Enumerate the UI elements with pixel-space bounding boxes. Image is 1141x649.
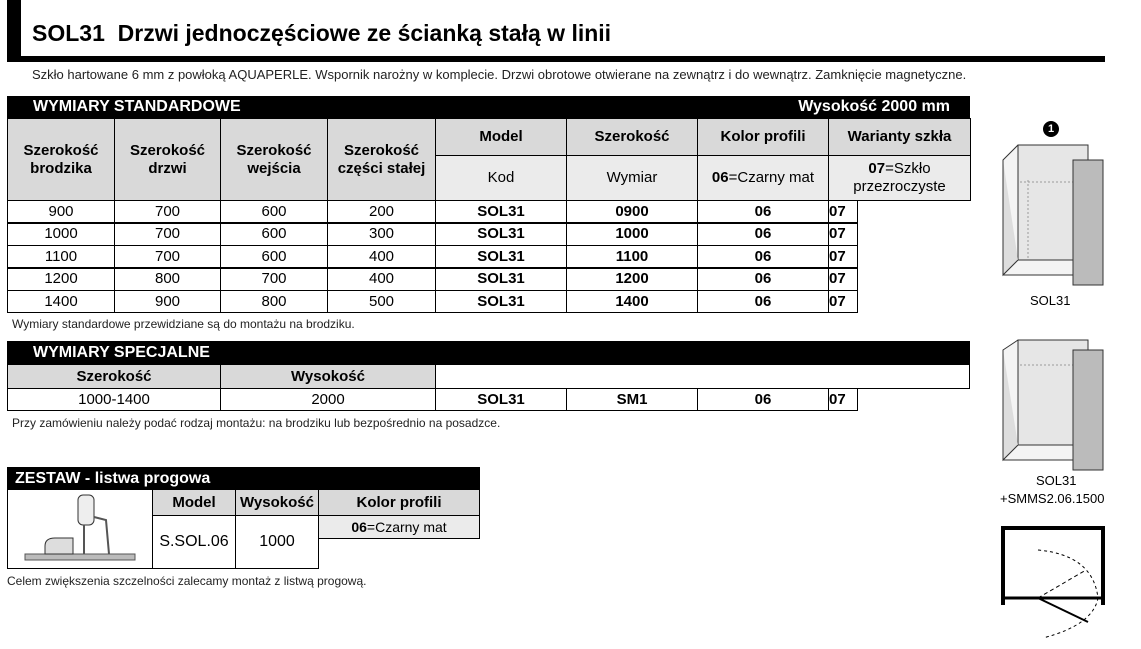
cell-profile-color: 06 bbox=[697, 200, 829, 223]
cell-fixed-part-width: 400 bbox=[327, 267, 436, 291]
cell-glass-variant: 07 bbox=[828, 267, 858, 291]
threshold-strip-illustration bbox=[7, 489, 153, 569]
special-cell-0: 1000-1400 bbox=[7, 388, 221, 411]
cell-door-width: 800 bbox=[114, 267, 221, 291]
kit-heading: ZESTAW - listwa progowa bbox=[7, 467, 480, 490]
kit-color: 06 =Czarny mat bbox=[318, 515, 480, 539]
cell-model: SOL31 bbox=[435, 290, 567, 313]
kit-model: S.SOL.06 bbox=[152, 515, 236, 569]
kit-color-text: =Czarny mat bbox=[366, 519, 447, 535]
kit-header-height: Wysokość bbox=[235, 489, 319, 516]
special-header-width: Szerokość bbox=[7, 364, 221, 389]
special-cell-5: 07 bbox=[828, 388, 858, 411]
cell-fixed-part-width: 400 bbox=[327, 245, 436, 268]
cell-width: 1400 bbox=[566, 290, 698, 313]
cell-fixed-part-width: 500 bbox=[327, 290, 436, 313]
figure-1-label: SOL31 bbox=[1030, 293, 1071, 308]
cell-door-width: 900 bbox=[114, 290, 221, 313]
header-model: Model bbox=[435, 118, 567, 156]
cell-model: SOL31 bbox=[435, 222, 567, 246]
cell-profile-color: 06 bbox=[697, 245, 829, 268]
shower-door-figure-1 bbox=[1002, 144, 1104, 286]
cell-profile-color: 06 bbox=[697, 267, 829, 291]
glass-code: 07 bbox=[868, 160, 886, 177]
cell-model: SOL31 bbox=[435, 267, 567, 291]
special-cell-4: 06 bbox=[697, 388, 829, 411]
cell-profile-color: 06 bbox=[697, 222, 829, 246]
kit-color-code: 06 bbox=[351, 519, 367, 535]
header-width: Szerokość bbox=[566, 118, 698, 156]
color-text: =Czarny mat bbox=[728, 169, 815, 186]
subheader-dimension: Wymiar bbox=[566, 155, 698, 201]
header-profile-color: Kolor profili bbox=[697, 118, 829, 156]
special-cell-1: 2000 bbox=[220, 388, 436, 411]
cell-tray-width: 1000 bbox=[7, 222, 115, 246]
cell-tray-width: 1200 bbox=[7, 267, 115, 291]
special-header-height: Wysokość bbox=[220, 364, 436, 389]
standard-note: Wymiary standardowe przewidziane są do m… bbox=[12, 317, 355, 331]
cell-tray-width: 1100 bbox=[7, 245, 115, 268]
cell-width: 1100 bbox=[566, 245, 698, 268]
door-opening-diagram bbox=[1001, 526, 1105, 639]
badge-number: 1 bbox=[1043, 121, 1059, 137]
cell-fixed-part-width: 300 bbox=[327, 222, 436, 246]
cell-width: 0900 bbox=[566, 200, 698, 223]
cell-glass-variant: 07 bbox=[828, 290, 858, 313]
cell-tray-width: 1400 bbox=[7, 290, 115, 313]
cell-entry-width: 700 bbox=[220, 267, 328, 291]
subheader-code: Kod bbox=[435, 155, 567, 201]
cell-profile-color: 06 bbox=[697, 290, 829, 313]
figure-2-label-1: SOL31 bbox=[1036, 473, 1077, 488]
kit-header-model: Model bbox=[152, 489, 236, 516]
figure-2-label-2: +SMMS2.06.1500 bbox=[1000, 491, 1105, 506]
standard-heading-bar: WYMIARY STANDARDOWE Wysokość 2000 mm bbox=[7, 96, 970, 118]
special-cell-3: SM1 bbox=[566, 388, 698, 411]
special-heading: WYMIARY SPECJALNE bbox=[7, 341, 970, 364]
header-tray-width: Szerokość brodzika bbox=[7, 118, 115, 201]
special-header-blank bbox=[435, 364, 970, 389]
cell-door-width: 700 bbox=[114, 222, 221, 246]
special-note: Przy zamówieniu należy podać rodzaj mont… bbox=[12, 416, 501, 430]
subheader-glass: 07=Szkło przezroczyste bbox=[828, 155, 971, 201]
title-underline bbox=[7, 56, 1105, 62]
cell-entry-width: 800 bbox=[220, 290, 328, 313]
description: Szkło hartowane 6 mm z powłoką AQUAPERLE… bbox=[32, 67, 967, 82]
cell-model: SOL31 bbox=[435, 200, 567, 223]
header-door-width: Szerokość drzwi bbox=[114, 118, 221, 201]
special-cell-2: SOL31 bbox=[435, 388, 567, 411]
cell-door-width: 700 bbox=[114, 245, 221, 268]
page-title: SOL31 Drzwi jednoczęściowe ze ścianką st… bbox=[32, 20, 612, 46]
kit-note: Celem zwiększenia szczelności zalecamy m… bbox=[7, 574, 367, 588]
cell-entry-width: 600 bbox=[220, 200, 328, 223]
glass-text: =Szkło przezroczyste bbox=[853, 160, 946, 195]
cell-glass-variant: 07 bbox=[828, 222, 858, 246]
cell-width: 1000 bbox=[566, 222, 698, 246]
cell-glass-variant: 07 bbox=[828, 245, 858, 268]
title-marker bbox=[7, 0, 21, 62]
cell-entry-width: 600 bbox=[220, 222, 328, 246]
standard-heading: WYMIARY STANDARDOWE bbox=[33, 98, 241, 115]
color-code: 06 bbox=[711, 169, 729, 186]
cell-tray-width: 900 bbox=[7, 200, 115, 223]
header-glass-variant: Warianty szkła bbox=[828, 118, 971, 156]
header-entry-width: Szerokość wejścia bbox=[220, 118, 328, 201]
kit-height: 1000 bbox=[235, 515, 319, 569]
subheader-color: 06 =Czarny mat bbox=[697, 155, 829, 201]
header-fixed-part-width: Szerokość części stałej bbox=[327, 118, 436, 201]
cell-glass-variant: 07 bbox=[828, 200, 858, 223]
shower-door-figure-2 bbox=[1002, 339, 1104, 471]
cell-door-width: 700 bbox=[114, 200, 221, 223]
cell-model: SOL31 bbox=[435, 245, 567, 268]
cell-fixed-part-width: 200 bbox=[327, 200, 436, 223]
kit-header-color: Kolor profili bbox=[318, 489, 480, 516]
cell-entry-width: 600 bbox=[220, 245, 328, 268]
standard-height: Wysokość 2000 mm bbox=[798, 98, 950, 115]
cell-width: 1200 bbox=[566, 267, 698, 291]
